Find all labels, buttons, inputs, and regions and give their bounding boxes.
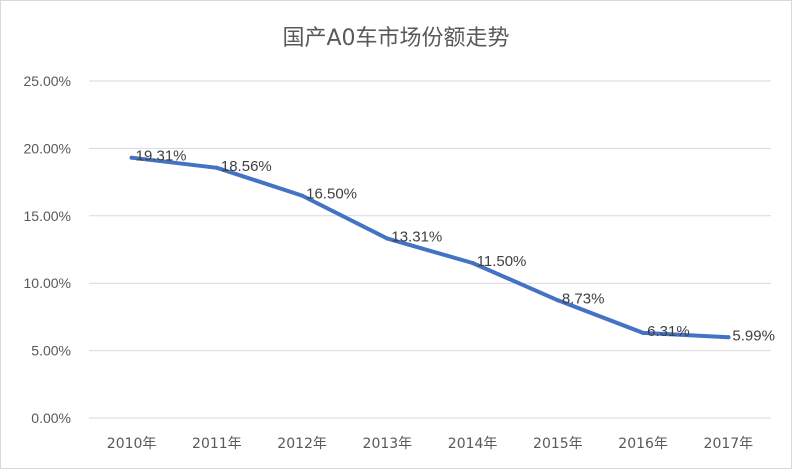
x-tick-label: 2011年 <box>192 436 242 452</box>
data-label: 8.73% <box>562 290 605 307</box>
data-point <box>385 236 390 241</box>
y-tick-label: 20.00% <box>24 140 71 156</box>
x-tick-label: 2010年 <box>107 436 157 452</box>
x-tick-label: 2013年 <box>363 436 413 452</box>
data-label: 18.56% <box>221 158 272 175</box>
data-point <box>641 330 646 335</box>
gridlines <box>89 80 771 419</box>
data-label: 16.50% <box>306 186 357 203</box>
series-group <box>129 155 731 340</box>
data-label: 11.50% <box>477 253 527 270</box>
y-tick-label: 15.00% <box>24 208 71 224</box>
data-label: 19.31% <box>136 148 187 165</box>
data-point <box>470 260 475 265</box>
data-label: 5.99% <box>732 327 775 344</box>
y-tick-label: 25.00% <box>24 73 71 89</box>
y-tick-label: 10.00% <box>24 275 71 291</box>
data-point <box>555 298 560 303</box>
x-tick-label: 2015年 <box>533 436 583 452</box>
data-point <box>129 155 134 160</box>
y-axis-ticks: 0.00% 5.00% 10.00% 15.00% 20.00% 25.00% <box>24 73 71 426</box>
chart-title: 国产A0车市场份额走势 <box>282 26 509 51</box>
series-line-0 <box>129 155 731 340</box>
x-axis-ticks: 2010年 2011年 2012年 2013年 2014年 2015年 2016年 2017年 <box>107 436 753 452</box>
data-point <box>726 335 731 340</box>
x-tick-label: 2016年 <box>618 436 668 452</box>
data-label: 13.31% <box>391 229 442 246</box>
y-tick-label: 0.00% <box>31 410 71 426</box>
x-tick-label: 2017年 <box>704 436 754 452</box>
data-point <box>214 165 219 170</box>
x-tick-label: 2012年 <box>277 436 327 452</box>
data-label: 6.31% <box>647 323 690 340</box>
data-point <box>300 193 305 198</box>
y-tick-label: 5.00% <box>31 343 71 359</box>
data-labels: 19.31% 18.56% 16.50% 13.31% 11.50% 8.73% 6.31%… <box>136 148 775 345</box>
x-tick-label: 2014年 <box>448 436 498 452</box>
